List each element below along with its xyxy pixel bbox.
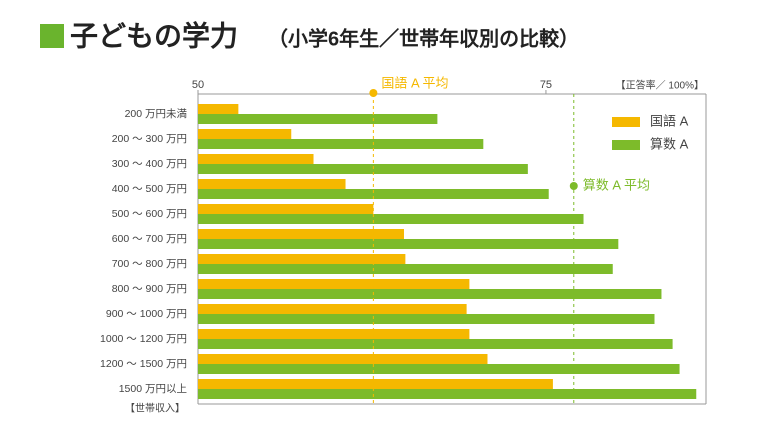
bar — [198, 229, 404, 239]
bar — [198, 139, 484, 149]
bar — [198, 239, 619, 249]
bar — [198, 164, 528, 174]
reference-dot — [569, 182, 578, 190]
chart-title: 子どもの学力 — [70, 19, 238, 51]
bar — [198, 214, 584, 224]
y-tick-label: 900 ～ 1000 万円 — [106, 308, 187, 320]
x-axis-label: 【正答率／ 100%】 — [616, 79, 704, 92]
bar — [198, 389, 697, 399]
y-axis-label: 【世帯収入】 — [125, 402, 185, 415]
bar — [198, 304, 467, 314]
x-tick-label: 50 — [192, 79, 204, 91]
y-tick-label: 1500 万円以上 — [119, 383, 187, 395]
bar — [198, 154, 314, 164]
bar — [198, 364, 680, 374]
legend-label: 国語 A — [650, 113, 689, 128]
bar — [198, 264, 613, 274]
y-tick-label: 1200 ～ 1500 万円 — [100, 358, 187, 370]
reference-label: 算数 A 平均 — [583, 177, 650, 192]
y-tick-label: 700 ～ 800 万円 — [112, 258, 187, 270]
bar — [198, 339, 673, 349]
x-tick-label: 75 — [540, 79, 552, 91]
bar — [198, 189, 549, 199]
legend-label: 算数 A — [650, 136, 689, 151]
bar — [198, 179, 346, 189]
bar — [198, 354, 488, 364]
bar — [198, 204, 374, 214]
y-tick-label: 500 ～ 600 万円 — [112, 208, 187, 220]
bar — [198, 104, 239, 114]
bar — [198, 329, 470, 339]
legend-swatch — [612, 140, 640, 150]
bar — [198, 379, 553, 389]
y-tick-label: 400 ～ 500 万円 — [112, 183, 187, 195]
y-tick-label: 1000 ～ 1200 万円 — [100, 333, 187, 345]
y-tick-label: 600 ～ 700 万円 — [112, 233, 187, 245]
title-marker — [40, 24, 64, 48]
bar — [198, 129, 292, 139]
bar — [198, 254, 406, 264]
reference-label: 国語 A 平均 — [381, 75, 448, 90]
y-tick-label: 200 ～ 300 万円 — [112, 133, 187, 145]
bar — [198, 314, 655, 324]
y-tick-label: 300 ～ 400 万円 — [112, 158, 187, 170]
chart-subtitle: （小学6年生／世帯年収別の比較） — [268, 26, 579, 50]
legend-swatch — [612, 117, 640, 127]
y-tick-label: 200 万円未満 — [125, 108, 188, 120]
bar — [198, 289, 662, 299]
y-tick-label: 800 ～ 900 万円 — [112, 283, 187, 295]
reference-dot — [369, 89, 378, 97]
bar — [198, 279, 470, 289]
bar — [198, 114, 438, 124]
